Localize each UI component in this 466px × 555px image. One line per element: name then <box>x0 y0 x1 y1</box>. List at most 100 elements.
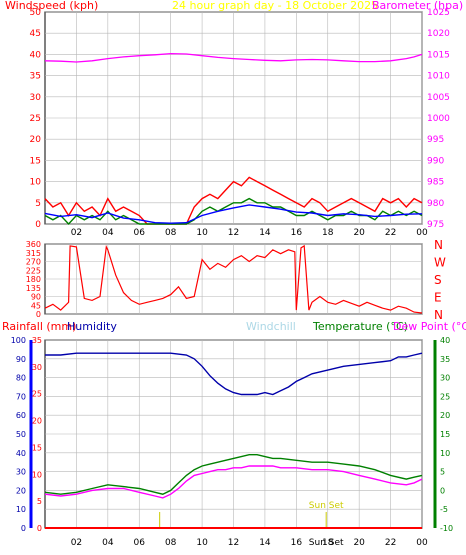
time-tick: 02 <box>71 228 82 238</box>
windspeed-tick: 0 <box>35 220 41 230</box>
windspeed-tick: 10 <box>30 178 42 188</box>
barometer-tick: 995 <box>427 135 444 145</box>
humidity-tick: 100 <box>11 336 26 345</box>
time-tick: 14 <box>259 228 271 238</box>
humidity-axis-ticks: 0 10 20 30 40 50 60 70 80 90 100 <box>11 336 26 533</box>
sunset-label: Sun Set <box>309 501 344 511</box>
time-tick: 10 <box>196 538 208 548</box>
barometer-tick: 980 <box>427 199 444 209</box>
windspeed-tick: 50 <box>30 8 42 18</box>
direction-tick: 135 <box>26 284 41 293</box>
humidity-tick: 10 <box>16 505 26 514</box>
temperature-tick: 40 <box>440 336 450 345</box>
series-wind-direction <box>44 244 423 314</box>
direction-tick: 225 <box>26 266 41 275</box>
humidity-axis-label: Humidity <box>67 320 117 333</box>
temperature-tick: 20 <box>440 411 450 420</box>
barometer-tick: 1000 <box>427 114 450 124</box>
time-tick: 06 <box>134 228 146 238</box>
compass-letter: E <box>434 291 442 305</box>
compass-letter: N <box>434 308 443 322</box>
time-tick: 12 <box>228 538 239 548</box>
direction-tick: 180 <box>26 275 41 284</box>
direction-series <box>44 244 423 314</box>
temperature-tick: -5 <box>440 505 448 514</box>
windspeed-tick: 45 <box>30 29 41 39</box>
temperature-axis-ticks: -10 -5 0 5 10 15 20 25 30 35 40 <box>440 336 453 533</box>
rainfall-tick: 30 <box>32 363 42 372</box>
temperature-tick: 35 <box>440 355 450 364</box>
humidity-tick: 50 <box>16 430 26 439</box>
series-barometer <box>44 52 423 63</box>
barometer-tick: 1010 <box>427 72 450 82</box>
time-tick: 16 <box>291 538 303 548</box>
humidity-tick: 40 <box>16 449 26 458</box>
time-tick: 08 <box>165 538 177 548</box>
wind-time-axis-ticks: 02 04 06 08 10 12 14 16 18 20 22 00 <box>71 228 428 238</box>
time-tick: 00 <box>416 538 428 548</box>
series-wind-gust <box>44 176 423 225</box>
graph-title: 24 hour graph day - 18 October 2025 <box>172 0 378 12</box>
temperature-time-axis-ticks: 02 04 06 08 10 12 14 16 18 20 22 00 <box>71 538 428 548</box>
sun-markers: Sun Set Sun Set <box>159 501 344 548</box>
wind-series <box>44 52 423 226</box>
time-tick: 04 <box>102 228 114 238</box>
time-tick: 16 <box>291 228 303 238</box>
windspeed-tick: 30 <box>30 93 42 103</box>
time-tick: 20 <box>353 538 365 548</box>
barometer-tick: 985 <box>427 178 444 188</box>
compass-letter: N <box>434 238 443 252</box>
barometer-tick: 990 <box>427 156 444 166</box>
humidity-tick: 80 <box>16 374 26 383</box>
barometer-tick: 975 <box>427 220 444 230</box>
windspeed-tick: 15 <box>30 156 41 166</box>
time-tick: 06 <box>134 538 146 548</box>
rainfall-tick: 0 <box>37 524 42 533</box>
temperature-tick: 0 <box>440 486 445 495</box>
direction-tick: 360 <box>26 240 41 249</box>
series-dew-point <box>44 465 423 499</box>
temperature-tick: -10 <box>440 524 453 533</box>
direction-tick: 315 <box>26 249 41 258</box>
humidity-tick: 0 <box>21 524 26 533</box>
direction-tick: 0 <box>36 310 41 319</box>
windspeed-tick: 20 <box>30 135 42 145</box>
time-tick: 02 <box>71 538 82 548</box>
time-tick: 08 <box>165 228 177 238</box>
wind-grid <box>45 11 423 225</box>
windspeed-axis-ticks: 0 5 10 15 20 25 30 35 40 45 50 <box>30 8 42 230</box>
time-tick: 00 <box>416 228 428 238</box>
series-average-wind <box>44 197 423 226</box>
time-tick: 20 <box>353 228 365 238</box>
humidity-tick: 70 <box>16 392 26 401</box>
barometer-tick: 1005 <box>427 93 450 103</box>
temperature-series <box>44 352 423 529</box>
windchill-label: Windchill <box>246 320 296 333</box>
time-tick: 10 <box>196 228 208 238</box>
direction-tick: 45 <box>31 301 41 310</box>
temperature-tick: 30 <box>440 374 450 383</box>
time-tick: 22 <box>385 538 396 548</box>
humidity-tick: 90 <box>16 355 26 364</box>
humidity-tick: 30 <box>16 468 26 477</box>
windspeed-tick: 40 <box>30 50 42 60</box>
rainfall-tick: 20 <box>32 417 42 426</box>
time-tick: 14 <box>259 538 271 548</box>
temperature-tick: 25 <box>440 392 450 401</box>
windspeed-tick: 25 <box>30 114 41 124</box>
time-tick: 04 <box>102 538 114 548</box>
barometer-tick: 1015 <box>427 50 450 60</box>
series-wind-speed <box>44 204 423 224</box>
windspeed-tick: 35 <box>30 72 41 82</box>
sunset-axis-label: Sun Set <box>309 538 344 548</box>
barometer-axis-ticks: 975 980 985 990 995 1000 1005 1010 1015 1020 1025 <box>427 8 450 230</box>
rainfall-tick: 5 <box>37 497 42 506</box>
rainfall-tick: 10 <box>32 470 42 479</box>
barometer-tick: 1025 <box>427 8 450 18</box>
rainfall-axis-label: Rainfall (mm) <box>2 320 76 333</box>
